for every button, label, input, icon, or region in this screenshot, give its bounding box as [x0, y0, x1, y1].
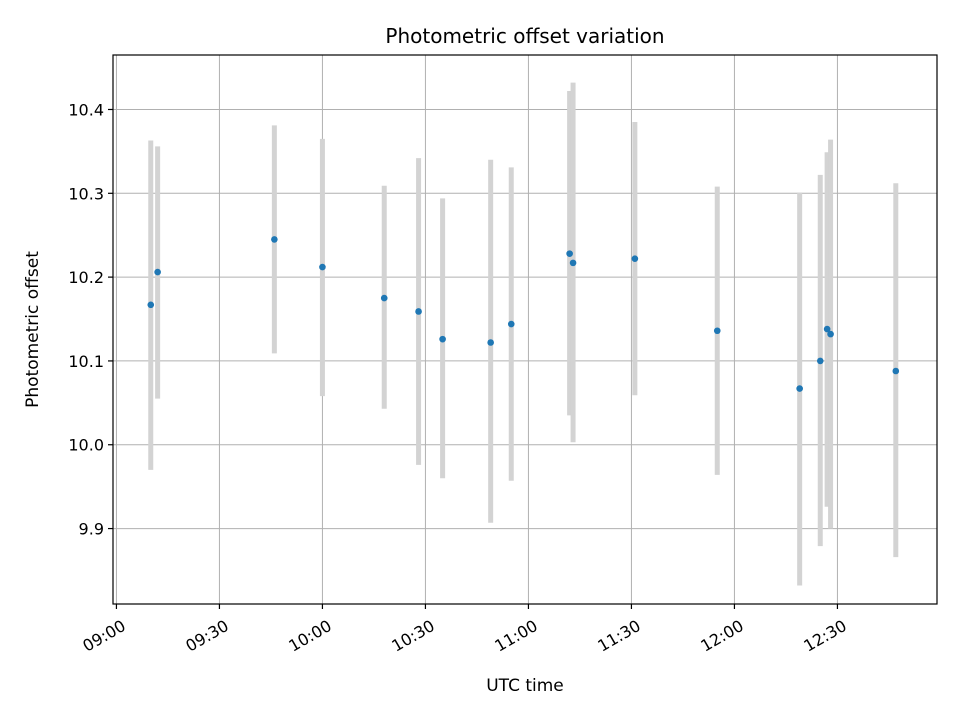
data-point — [569, 259, 577, 267]
data-point — [380, 294, 388, 302]
x-tick-label: 11:00 — [491, 616, 540, 656]
data-point — [631, 255, 639, 262]
x-tick-label: 10:30 — [388, 616, 437, 656]
data-point — [154, 268, 161, 276]
x-axis-ticks: 09:00 09:30 10:00 10:30 11:00 11:30 12:00 12:30 — [79, 604, 850, 656]
data-points — [147, 236, 900, 392]
data-point — [816, 357, 824, 365]
x-tick-label: 12:30 — [800, 616, 849, 656]
data-point — [713, 327, 721, 335]
x-tick-label: 12:00 — [697, 616, 746, 656]
chart-title: Photometric offset variation — [385, 24, 664, 48]
x-tick-label: 09:00 — [79, 616, 128, 656]
data-point — [439, 335, 446, 343]
data-point — [147, 301, 155, 309]
data-point — [823, 325, 831, 333]
y-tick-label: 10.4 — [68, 100, 104, 119]
plot-frame — [112, 54, 938, 605]
data-point — [892, 367, 900, 375]
y-tick-label: 9.9 — [79, 520, 104, 539]
x-tick-label: 09:30 — [182, 616, 231, 656]
x-tick-label: 11:30 — [594, 616, 643, 656]
data-point — [827, 330, 834, 338]
y-axis-ticks: 9.9 10.0 10.1 10.2 10.3 10.4 — [68, 100, 113, 539]
data-point — [507, 320, 515, 328]
data-point — [796, 385, 803, 392]
y-tick-label: 10.1 — [68, 352, 104, 371]
data-point — [566, 250, 573, 257]
x-axis-title: UTC time — [486, 676, 564, 696]
data-point — [487, 339, 494, 346]
data-point — [319, 263, 326, 271]
grid — [113, 55, 937, 604]
y-tick-label: 10.2 — [68, 268, 104, 287]
x-tick-label: 10:00 — [285, 616, 334, 656]
y-tick-label: 10.0 — [68, 436, 104, 455]
error-bars — [148, 82, 899, 586]
y-tick-label: 10.3 — [68, 184, 104, 203]
data-point — [415, 308, 422, 315]
y-axis-title: Photometric offset — [23, 251, 43, 408]
data-point — [271, 236, 278, 243]
